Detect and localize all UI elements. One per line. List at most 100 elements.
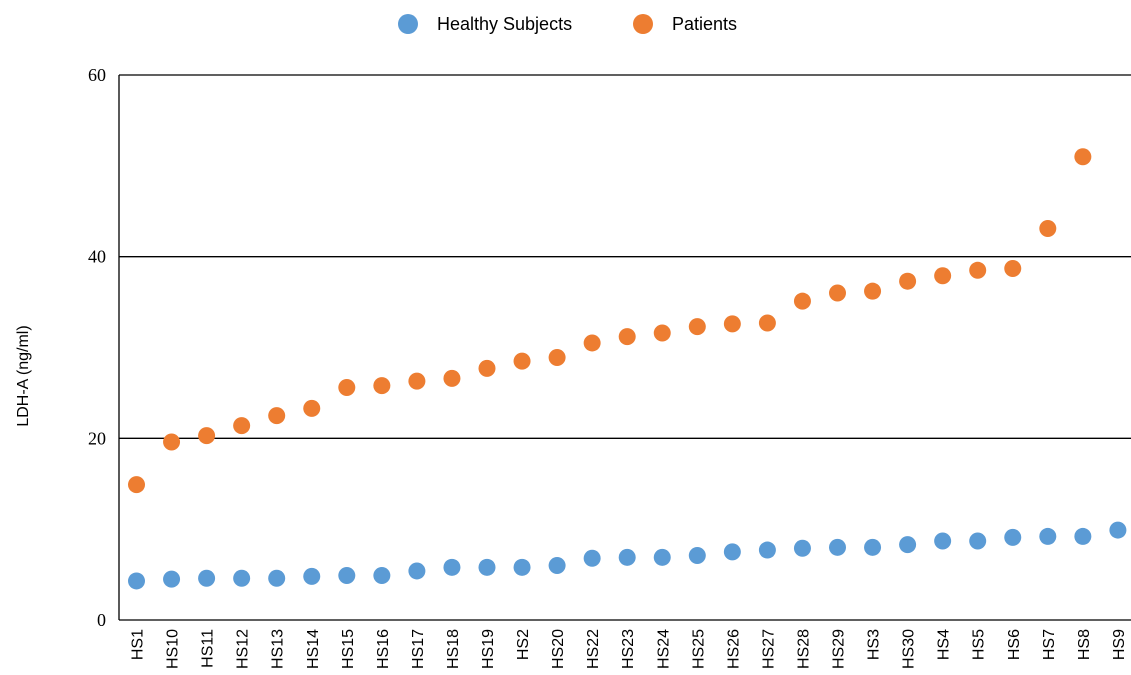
x-tick-label: HS15 [340, 629, 357, 669]
data-point [303, 567, 321, 585]
x-tick-labels: HS1 HS10 HS11 HS12 HS13 HS14 HS15 HS16 HS17 HS18 H… [130, 629, 1128, 669]
data-point [688, 547, 706, 565]
y-tick-label: 20 [88, 428, 106, 448]
data-point [268, 569, 286, 587]
data-point [864, 282, 882, 300]
data-point [338, 566, 356, 584]
x-tick-label: HS26 [725, 629, 742, 669]
data-point [969, 532, 987, 550]
data-point [864, 538, 882, 556]
data-point [408, 562, 426, 580]
grid-lines [119, 74, 1131, 439]
x-tick-label: HS12 [235, 629, 252, 669]
data-point [128, 572, 145, 590]
x-tick-label: HS20 [550, 629, 567, 669]
data-point [618, 328, 636, 346]
series-patients [128, 148, 1092, 494]
legend-label: Healthy Subjects [437, 14, 572, 34]
data-point [1074, 148, 1092, 166]
x-tick-label: HS2 [515, 629, 532, 660]
y-tick-labels: 0 20 40 60 [88, 65, 106, 630]
y-tick-label: 60 [88, 65, 106, 85]
data-point [583, 549, 601, 567]
data-point [829, 538, 846, 556]
x-tick-label: HS30 [901, 629, 918, 669]
x-tick-label: HS16 [375, 629, 392, 669]
data-point [1074, 527, 1092, 545]
data-point [408, 372, 426, 390]
x-tick-label: HS10 [165, 629, 182, 669]
data-point [1039, 527, 1057, 545]
x-tick-label: HS27 [760, 629, 777, 669]
data-point [233, 417, 251, 435]
legend: Healthy Subjects Patients [398, 14, 737, 34]
data-point [513, 558, 531, 576]
data-point [723, 315, 741, 333]
data-point [268, 407, 286, 425]
data-point [303, 399, 321, 417]
data-point [793, 292, 811, 310]
axes [118, 75, 1131, 621]
x-tick-label: HS24 [655, 629, 672, 669]
x-tick-label: HS28 [795, 629, 812, 669]
data-point [548, 348, 566, 366]
data-point [1004, 528, 1022, 546]
data-point [934, 267, 952, 285]
data-point [969, 261, 987, 279]
x-tick-label: HS18 [445, 629, 462, 669]
data-point [513, 352, 531, 370]
data-point [548, 557, 566, 574]
series-healthy-subjects [128, 521, 1127, 590]
data-point [478, 359, 496, 377]
data-point [583, 334, 601, 352]
legend-marker [398, 14, 418, 34]
x-tick-label: HS17 [410, 629, 427, 669]
data-point [373, 377, 391, 395]
data-point [128, 476, 145, 494]
data-point [338, 378, 356, 396]
data-point [653, 548, 671, 566]
data-point [1039, 220, 1057, 238]
data-point [793, 539, 811, 557]
x-tick-label: HS14 [305, 629, 322, 669]
x-tick-label: HS23 [620, 629, 637, 669]
data-point [653, 324, 671, 342]
x-tick-label: HS6 [1006, 629, 1023, 660]
x-tick-label: HS7 [1041, 629, 1058, 660]
data-point [934, 532, 952, 550]
data-point [163, 433, 181, 451]
data-point [688, 318, 706, 336]
data-point [1004, 259, 1022, 277]
data-point [198, 569, 216, 587]
data-point [233, 569, 251, 587]
y-axis-label: LDH-A (ng/ml) [15, 325, 32, 426]
data-point [198, 427, 216, 445]
data-point [443, 558, 461, 576]
x-tick-label: HS3 [866, 629, 883, 660]
y-tick-label: 0 [97, 610, 106, 630]
x-tick-label: HS9 [1111, 629, 1128, 660]
x-tick-label: HS22 [585, 629, 602, 669]
x-tick-label: HS29 [831, 629, 848, 669]
x-tick-label: HS4 [936, 629, 953, 660]
x-tick-label: HS19 [480, 629, 497, 669]
data-point [829, 284, 846, 302]
data-point [618, 548, 636, 566]
data-point [758, 314, 776, 332]
data-point [478, 558, 496, 576]
legend-label: Patients [672, 14, 737, 34]
data-point [443, 369, 461, 387]
data-point [899, 536, 917, 554]
y-tick-label: 40 [88, 247, 106, 267]
x-tick-label: HS11 [200, 629, 217, 668]
x-tick-label: HS1 [130, 629, 147, 660]
data-points [128, 148, 1127, 590]
data-point [163, 570, 181, 588]
data-point [723, 543, 741, 561]
x-tick-label: HS25 [690, 629, 707, 669]
data-point [758, 541, 776, 559]
x-tick-label: HS8 [1076, 629, 1093, 660]
x-tick-label: HS5 [971, 629, 988, 660]
data-point [899, 272, 917, 290]
